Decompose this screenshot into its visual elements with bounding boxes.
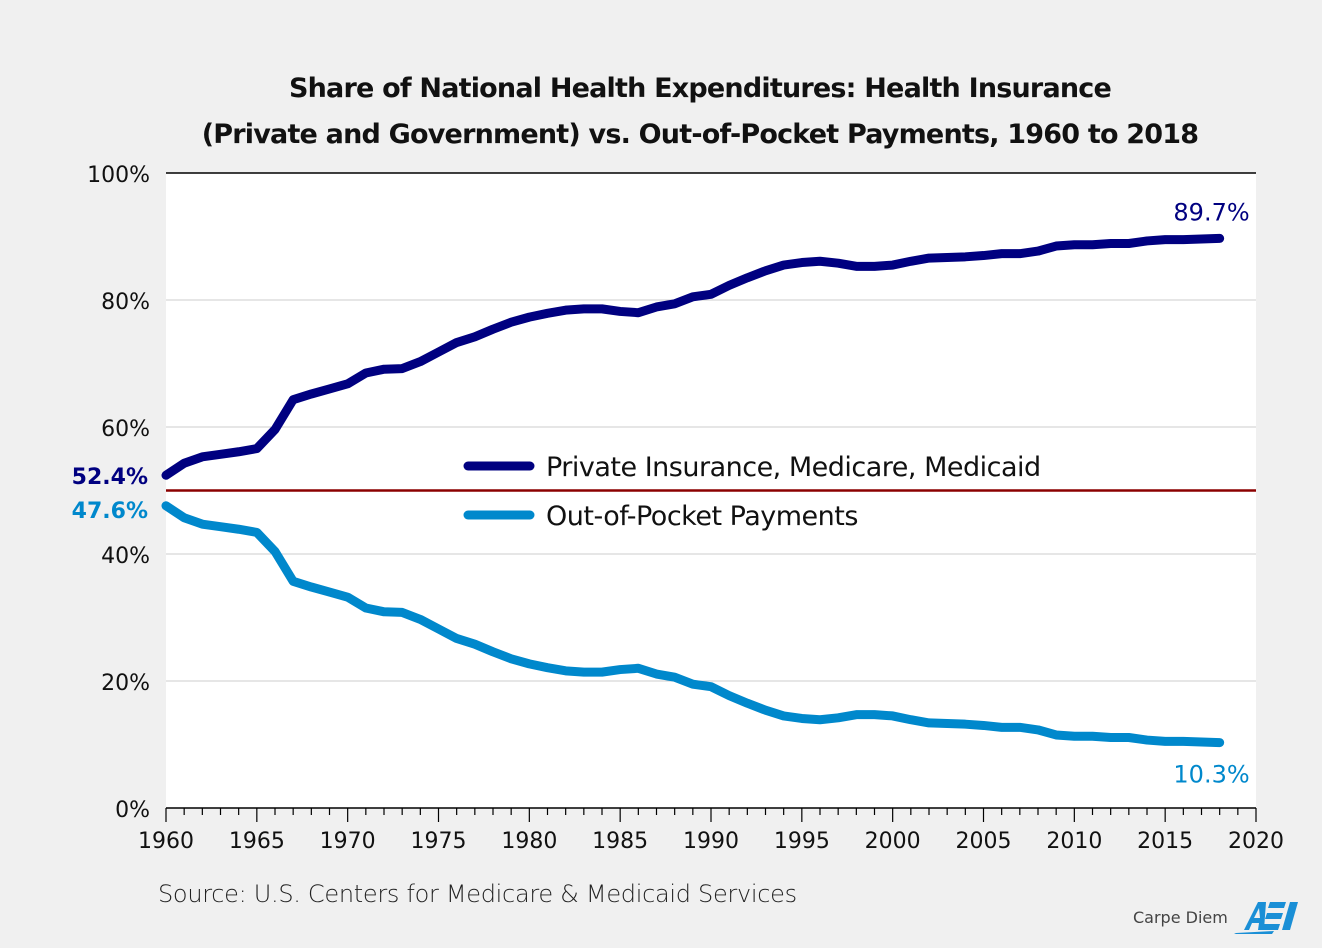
x-tick-label: 2005 xyxy=(956,829,1012,854)
x-tick-label: 1975 xyxy=(411,829,467,854)
y-tick-label: 0% xyxy=(115,798,150,823)
x-tick-label: 2015 xyxy=(1137,829,1193,854)
aei-logo-icon xyxy=(1233,902,1298,934)
x-axis-ticks: 1960 1965 1970 1975 1980 1985 1990 1995 2000 2005… xyxy=(138,808,1284,854)
gridlines xyxy=(166,299,1256,682)
x-tick-label: 1960 xyxy=(138,829,194,854)
y-axis-ticks: 0% 20% 40% 60% 80% 100% xyxy=(87,163,150,823)
chart-title-line-1: Share of National Health Expenditures: H… xyxy=(288,73,1112,104)
chart-title-line-2: (Private and Government) vs. Out-of-Pock… xyxy=(201,119,1199,150)
brand: Carpe Diem xyxy=(1133,900,1304,934)
y-tick-label: 60% xyxy=(101,417,150,442)
brand-text: Carpe Diem xyxy=(1133,907,1228,927)
x-tick-label: 2000 xyxy=(865,829,921,854)
start-value-label: 52.4% xyxy=(72,465,148,490)
start-value-label: 47.6% xyxy=(72,499,148,524)
legend: Private Insurance, Medicare, Medicaid Out… xyxy=(463,452,1041,532)
x-tick-label: 1990 xyxy=(683,829,739,854)
x-tick-label: 1970 xyxy=(320,829,376,854)
legend-label: Out-of-Pocket Payments xyxy=(546,501,858,532)
y-tick-label: 40% xyxy=(101,544,150,569)
end-value-label: 89.7% xyxy=(1173,198,1249,226)
x-tick-label: 1985 xyxy=(592,829,648,854)
x-tick-label: 1965 xyxy=(229,829,285,854)
x-tick-label: 2010 xyxy=(1046,829,1102,854)
legend-label: Private Insurance, Medicare, Medicaid xyxy=(546,452,1041,483)
x-tick-label: 1980 xyxy=(501,829,557,854)
y-tick-label: 100% xyxy=(87,163,150,188)
end-value-label: 10.3% xyxy=(1173,761,1249,789)
series-lines xyxy=(161,233,1225,748)
chart-title: Share of National Health Expenditures: H… xyxy=(150,66,1250,158)
x-tick-label: 1995 xyxy=(774,829,830,854)
y-tick-label: 80% xyxy=(101,290,150,315)
x-tick-label: 2020 xyxy=(1228,829,1284,854)
data-labels: 52.4% 89.7% 47.6% 10.3% xyxy=(72,198,1250,788)
y-tick-label: 20% xyxy=(101,671,150,696)
source-note: Source: U.S. Centers for Medicare & Medi… xyxy=(158,880,797,908)
